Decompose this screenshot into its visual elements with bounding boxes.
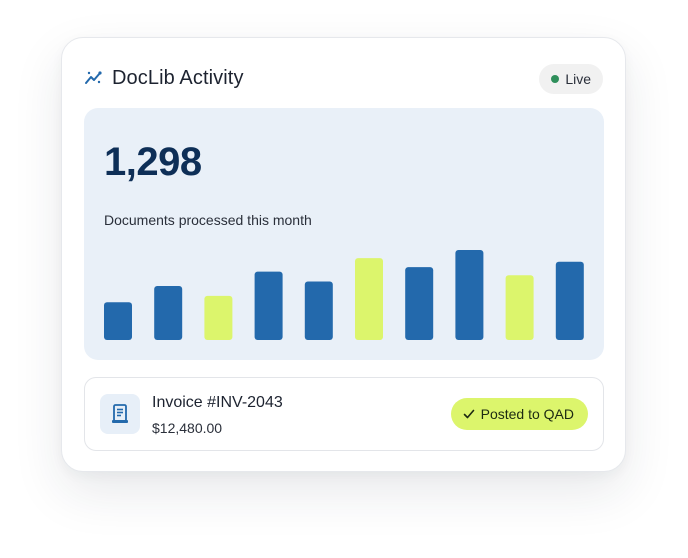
activity-card: DocLib Activity Live 1,298 Documents pro… [61,37,626,472]
live-indicator-dot [551,75,560,83]
chart-bar [355,258,383,340]
chart-bar [204,295,233,340]
bar-chart [104,250,584,340]
chart-bar [154,286,183,340]
chart-bar [304,281,333,340]
live-status-label: Live [565,71,591,87]
chart-bar [254,271,283,340]
stats-panel: 1,298 Documents processed this month [84,108,604,360]
live-status-badge: Live [539,64,603,94]
card-header: DocLib Activity Live [84,64,603,94]
document-icon [100,394,140,434]
chart-bar [455,250,484,340]
invoice-row[interactable]: Invoice #INV-2043 $12,480.00 Posted to Q… [84,377,604,451]
posted-status-label: Posted to QAD [480,406,574,422]
chart-bar [555,261,584,340]
card-title: DocLib Activity [112,66,244,89]
invoice-title: Invoice #INV-2043 [152,394,283,411]
documents-count: 1,298 [104,140,202,184]
invoice-amount: $12,480.00 [152,420,223,436]
sparkline-icon [84,68,104,88]
chart-bar [505,275,534,340]
check-icon [463,408,475,420]
posted-status-badge: Posted to QAD [450,398,588,430]
documents-count-label: Documents processed this month [104,212,312,228]
chart-bar [104,302,132,340]
title-group: DocLib Activity [84,64,244,92]
chart-bar [405,267,434,340]
